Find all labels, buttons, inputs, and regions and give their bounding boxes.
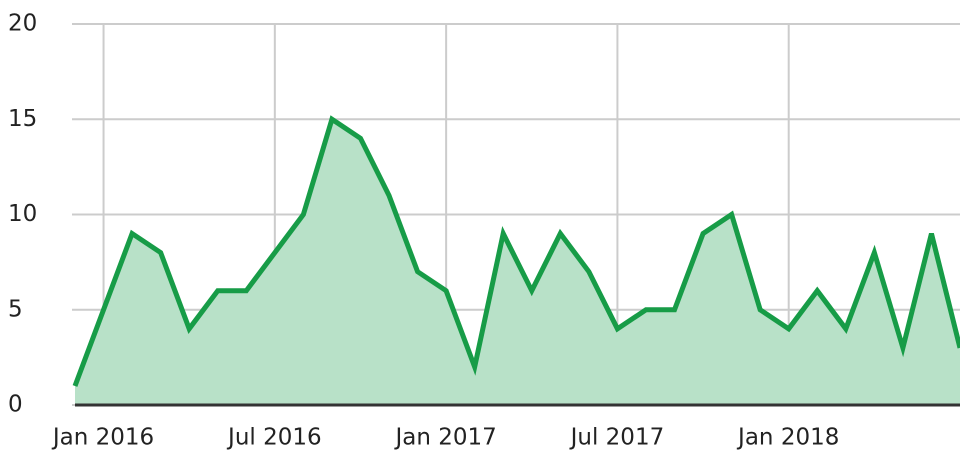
x-tick-label: Jul 2017 (569, 425, 665, 451)
y-tick-label: 5 (8, 296, 23, 322)
x-tick-label: Jul 2016 (226, 425, 322, 451)
y-tick-label: 10 (8, 201, 37, 227)
area-fill (75, 119, 960, 405)
x-tick-label: Jan 2017 (393, 425, 496, 451)
y-tick-label: 15 (8, 106, 37, 132)
x-tick-label: Jan 2018 (736, 425, 839, 451)
y-tick-label: 0 (8, 392, 23, 418)
area-line (72, 115, 960, 387)
x-tick-label: Jan 2016 (51, 425, 154, 451)
y-tick-label: 20 (8, 11, 37, 37)
